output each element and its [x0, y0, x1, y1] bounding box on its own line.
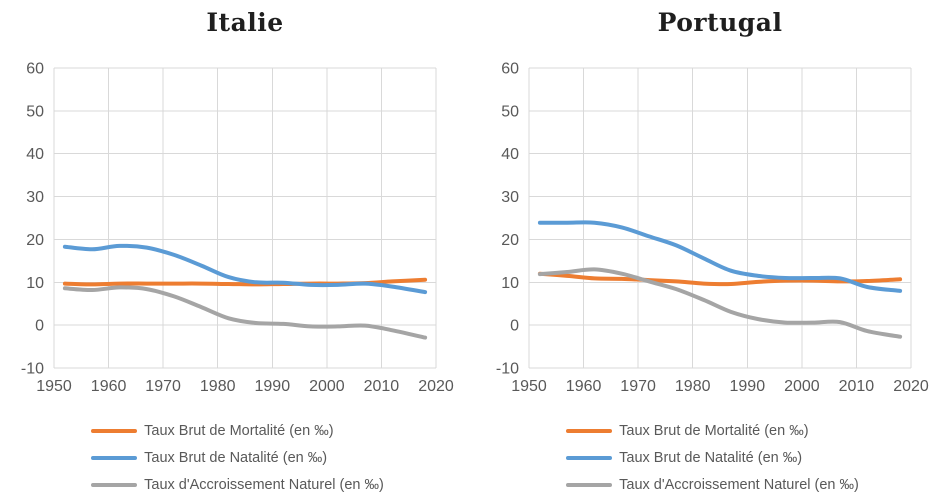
legend-line-swatch-accroissement — [566, 482, 613, 487]
axis-tick-label-x: 2010 — [364, 378, 400, 395]
chart-panel-italie: Italie 60 50 40 30 20 10 0 -10 1950 1960 1970 1980 1… — [0, 8, 475, 498]
legend-line-swatch-mortalite — [566, 428, 613, 433]
legend-label-mortalite: Taux Brut de Mortalité (en ‰) — [144, 422, 334, 439]
legend-item-accroissement: Taux d'Accroissement Naturel (en ‰) — [91, 471, 384, 498]
axis-tick-label-y: 0 — [510, 318, 519, 335]
axis-tick-label-y: 40 — [26, 146, 44, 163]
legend-line-swatch-natalite — [566, 455, 613, 460]
chart-title-portugal: Portugal — [657, 8, 783, 37]
axis-tick-label-x: 1990 — [730, 378, 766, 395]
legend-item-natalite: Taux Brut de Natalité (en ‰) — [566, 444, 859, 471]
legend-line-swatch-mortalite — [91, 428, 138, 433]
axis-tick-label-y: 0 — [35, 318, 44, 335]
axis-tick-label-x: 2000 — [784, 378, 820, 395]
axis-tick-label-y: 10 — [26, 275, 44, 292]
legend-label-accroissement: Taux d'Accroissement Naturel (en ‰) — [619, 476, 859, 493]
axis-tick-label-y: 50 — [26, 103, 44, 120]
legend-line-swatch-accroissement — [91, 482, 138, 487]
chart-title-italie: Italie — [206, 8, 284, 37]
axis-tick-label-y: 10 — [501, 275, 519, 292]
axis-tick-label-x: 1980 — [200, 378, 236, 395]
legend-line-swatch-natalite — [91, 455, 138, 460]
axis-tick-label-y: 20 — [501, 232, 519, 249]
series-line-mortalite — [537, 271, 903, 287]
axis-tick-label-x: 1960 — [91, 378, 127, 395]
axis-tick-label-x: 1970 — [620, 378, 656, 395]
axis-tick-label-x: 1960 — [566, 378, 602, 395]
series-line-accroissement — [62, 285, 428, 340]
legend-label-mortalite: Taux Brut de Mortalité (en ‰) — [619, 422, 809, 439]
legend-italie: Taux Brut de Mortalité (en ‰) Taux Brut … — [0, 417, 475, 498]
legend-portugal: Taux Brut de Mortalité (en ‰) Taux Brut … — [475, 417, 950, 498]
axis-tick-label-y: -10 — [496, 361, 519, 378]
legend-label-accroissement: Taux d'Accroissement Naturel (en ‰) — [144, 476, 384, 493]
axis-tick-label-y: 30 — [501, 189, 519, 206]
series-line-natalite — [537, 220, 903, 293]
legend-item-mortalite: Taux Brut de Mortalité (en ‰) — [566, 417, 859, 444]
axis-tick-label-x: 1970 — [145, 378, 181, 395]
axis-tick-label-y: -10 — [21, 361, 44, 378]
axis-tick-label-y: 50 — [501, 103, 519, 120]
axis-tick-label-x: 2020 — [893, 378, 929, 395]
axis-tick-label-x: 1980 — [675, 378, 711, 395]
series-line-natalite — [62, 243, 428, 295]
axis-tick-label-y: 30 — [26, 189, 44, 206]
legend-item-accroissement: Taux d'Accroissement Naturel (en ‰) — [566, 471, 859, 498]
axis-tick-label-y: 60 — [501, 61, 519, 78]
axis-tick-label-x: 1990 — [255, 378, 291, 395]
legend-label-natalite: Taux Brut de Natalité (en ‰) — [144, 449, 328, 466]
axis-tick-label-y: 40 — [501, 146, 519, 163]
axis-tick-label-y: 20 — [26, 232, 44, 249]
axis-tick-label-x: 2020 — [418, 378, 454, 395]
chart-panel-portugal: Portugal 60 50 40 30 20 10 0 -10 1950 1960 1970 198… — [475, 0, 950, 500]
axis-tick-label-x: 1950 — [36, 378, 72, 395]
axis-tick-label-x: 2000 — [309, 378, 345, 395]
series-line-accroissement — [537, 267, 903, 339]
legend-item-mortalite: Taux Brut de Mortalité (en ‰) — [91, 417, 384, 444]
legend-item-natalite: Taux Brut de Natalité (en ‰) — [91, 444, 384, 471]
axis-tick-label-x: 1950 — [511, 378, 547, 395]
axis-tick-label-y: 60 — [26, 61, 44, 78]
axis-tick-label-x: 2010 — [839, 378, 875, 395]
legend-label-natalite: Taux Brut de Natalité (en ‰) — [619, 449, 803, 466]
